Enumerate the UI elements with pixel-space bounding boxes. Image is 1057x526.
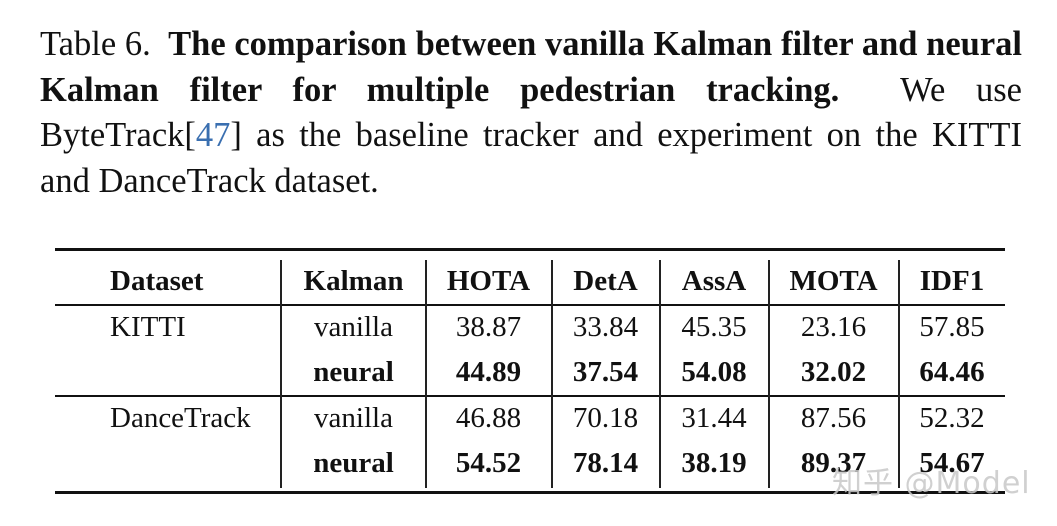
cell-dataset: DanceTrack — [110, 402, 251, 434]
cell-deta: 70.18 — [572, 402, 639, 434]
cell-hota: 46.88 — [455, 402, 522, 434]
cell-deta: 33.84 — [572, 311, 639, 343]
col-divider — [425, 260, 427, 488]
group-rule — [55, 395, 1005, 397]
cell-mota: 32.02 — [800, 356, 867, 388]
header-dataset: Dataset — [110, 265, 204, 297]
table-caption: Table 6. The comparison between vanilla … — [40, 22, 1022, 204]
watermark: 知乎 @Model — [832, 466, 1031, 501]
caption-text-after: ] as the baseline tracker and experiment… — [40, 116, 1022, 200]
caption-title: The comparison between vanilla Kalman fi… — [40, 25, 1022, 109]
caption-text-before: We use ByteTrack[ — [40, 70, 1022, 155]
cell-assa: 38.19 — [681, 447, 747, 479]
cell-idf1: 54.67 — [919, 447, 985, 479]
cell-deta: 78.14 — [572, 447, 639, 479]
cell-mota: 89.37 — [800, 447, 867, 479]
cell-kalman: vanilla — [314, 311, 393, 343]
col-divider — [659, 260, 661, 488]
cell-assa: 45.35 — [681, 311, 747, 343]
cell-kalman: vanilla — [314, 402, 393, 434]
header-hota: HOTA — [446, 265, 531, 297]
cell-mota: 23.16 — [800, 311, 867, 343]
cell-kalman: neural — [313, 447, 394, 479]
col-divider — [280, 260, 282, 488]
header-rule — [55, 304, 1005, 306]
col-divider — [898, 260, 900, 488]
cell-assa: 54.08 — [681, 356, 747, 388]
header-mota: MOTA — [789, 265, 878, 297]
cell-hota: 38.87 — [455, 311, 522, 343]
header-assa: AssA — [681, 265, 747, 297]
caption-label: Table 6. — [40, 25, 151, 63]
cell-kalman: neural — [313, 356, 394, 388]
header-deta: DetA — [573, 265, 638, 297]
cell-mota: 87.56 — [800, 402, 867, 434]
cell-assa: 31.44 — [681, 402, 747, 434]
top-rule — [55, 248, 1005, 251]
cell-hota: 44.89 — [455, 356, 522, 388]
cell-idf1: 57.85 — [919, 311, 985, 343]
cell-idf1: 64.46 — [919, 356, 985, 388]
citation-link[interactable]: 47 — [195, 116, 231, 154]
cell-idf1: 52.32 — [919, 402, 985, 434]
col-divider — [768, 260, 770, 488]
cell-deta: 37.54 — [572, 356, 639, 388]
header-kalman: Kalman — [303, 265, 404, 297]
col-divider — [551, 260, 553, 488]
header-idf1: IDF1 — [919, 265, 985, 297]
cell-dataset: KITTI — [110, 311, 186, 343]
cell-hota: 54.52 — [455, 447, 522, 479]
bottom-rule — [55, 491, 1005, 494]
